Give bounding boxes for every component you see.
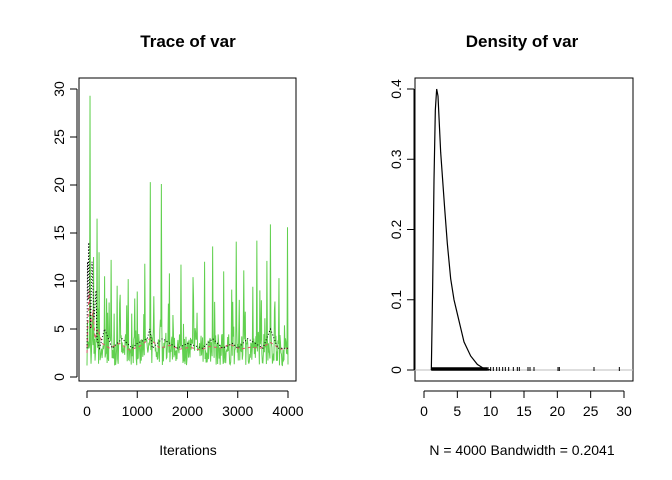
density-y-tick-label: 0.2 bbox=[388, 220, 404, 240]
trace-panel: Trace of var 0 1000 2000 3000 4000 0 5 10 15 20 2… bbox=[51, 32, 304, 458]
density-x-tick-label: 20 bbox=[550, 403, 566, 419]
trace-x-axis: 0 1000 2000 3000 4000 bbox=[83, 390, 304, 419]
density-y-tick-label: 0.3 bbox=[388, 149, 404, 169]
density-x-tick-label: 10 bbox=[483, 403, 499, 419]
trace-title: Trace of var bbox=[140, 32, 236, 51]
density-series-group bbox=[415, 88, 633, 371]
density-x-axis: 0 5 10 15 20 25 30 bbox=[420, 390, 632, 419]
trace-plot-box bbox=[78, 77, 297, 382]
density-curve bbox=[430, 88, 491, 371]
trace-x-tick-label: 1000 bbox=[122, 403, 153, 419]
trace-x-label: Iterations bbox=[159, 442, 217, 458]
density-panel: Density of var 0 5 10 15 20 25 30 0 0.1 0.2 0.3 0.… bbox=[388, 32, 634, 458]
trace-series-black bbox=[86, 242, 288, 351]
density-x-tick-label: 0 bbox=[420, 403, 428, 419]
density-y-tick-label: 0.1 bbox=[388, 290, 404, 310]
density-plot-box bbox=[414, 77, 634, 382]
trace-y-tick-label: 5 bbox=[51, 325, 67, 333]
trace-x-tick-label: 2000 bbox=[172, 403, 203, 419]
trace-x-tick-label: 3000 bbox=[222, 403, 253, 419]
density-x-label: N = 4000 Bandwidth = 0.2041 bbox=[429, 442, 614, 458]
trace-y-tick-label: 10 bbox=[51, 273, 67, 289]
density-x-tick-label: 25 bbox=[583, 403, 599, 419]
trace-series-green bbox=[86, 95, 289, 367]
trace-y-tick-label: 30 bbox=[51, 81, 67, 97]
density-y-tick-label: 0 bbox=[388, 366, 404, 374]
density-x-tick-label: 5 bbox=[453, 403, 461, 419]
trace-x-tick-label: 0 bbox=[83, 403, 91, 419]
trace-y-axis: 0 5 10 15 20 25 30 bbox=[51, 81, 78, 381]
density-y-tick-label: 0.4 bbox=[388, 79, 404, 99]
density-title: Density of var bbox=[466, 32, 579, 51]
density-y-axis: 0 0.1 0.2 0.3 0.4 bbox=[388, 79, 415, 374]
trace-y-tick-label: 0 bbox=[51, 373, 67, 381]
trace-series-group bbox=[86, 95, 289, 367]
trace-y-tick-label: 20 bbox=[51, 177, 67, 193]
trace-y-tick-label: 15 bbox=[51, 225, 67, 241]
density-x-tick-label: 15 bbox=[516, 403, 532, 419]
density-x-tick-label: 30 bbox=[616, 403, 632, 419]
trace-y-tick-label: 25 bbox=[51, 129, 67, 145]
trace-x-tick-label: 4000 bbox=[272, 403, 303, 419]
